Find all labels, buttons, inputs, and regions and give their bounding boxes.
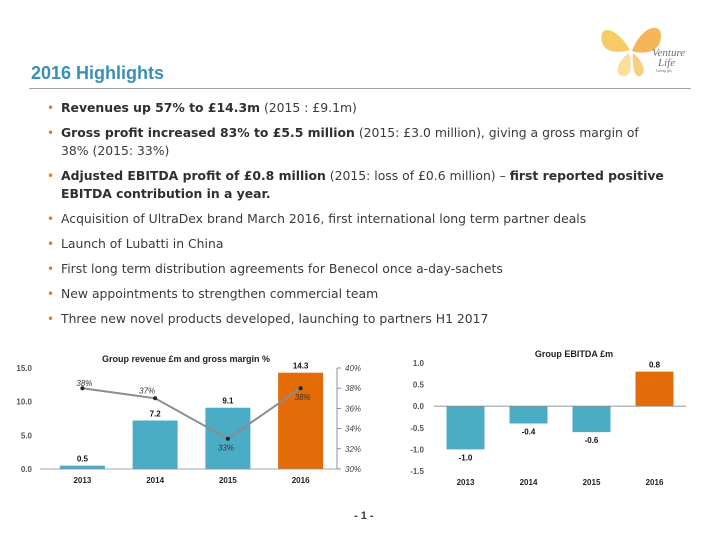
title-divider (29, 88, 691, 89)
bar-value-label: 14.3 (293, 362, 309, 371)
revenue-bar (132, 420, 178, 469)
y-tick-label: 5.0 (21, 431, 33, 440)
bar-value-label: -1.0 (459, 453, 473, 462)
margin-value-label: 33% (218, 444, 234, 453)
gross-margin-line (82, 387, 302, 440)
highlights-list: • Revenues up 57% to £14.3m (2015 : £9.1m… (47, 99, 667, 335)
bullet-dot-icon: • (47, 126, 55, 140)
page-title: 2016 Highlights (31, 63, 165, 83)
ebitda-chart: Group EBITDA £m -1.5 -1.0 -0.5 0.0 0.5 1.0 -1.0… (410, 349, 686, 487)
ebitda-bar (572, 406, 611, 433)
bar-value-label: 0.8 (649, 361, 661, 370)
y-tick-label: 0.5 (413, 381, 425, 390)
bar-value-label: -0.4 (522, 427, 536, 436)
bar-value-label: 7.2 (150, 410, 162, 419)
revenue-bar (59, 465, 105, 469)
y2-tick-label: 32% (345, 445, 361, 454)
x-tick-label: 2013 (73, 476, 91, 485)
y2-tick-label: 30% (345, 465, 361, 474)
ebitda-bar (446, 406, 485, 450)
bullet-item: • Adjusted EBITDA profit of £0.8 million … (47, 168, 664, 201)
y-tick-label: 10.0 (16, 398, 32, 407)
margin-value-label: 38% (295, 393, 311, 402)
margin-point (298, 386, 303, 391)
x-tick-label: 2016 (646, 478, 664, 487)
bullet-dot-icon: • (47, 312, 55, 326)
margin-point (153, 396, 158, 401)
margin-value-label: 38% (76, 379, 92, 388)
y-tick-label: 0.0 (413, 402, 425, 411)
margin-point (80, 386, 85, 391)
bullet-dot-icon: • (47, 212, 55, 226)
bullet-item: • Three new novel products developed, lau… (47, 311, 489, 326)
y-tick-label: 0.0 (21, 465, 33, 474)
x-tick-label: 2014 (520, 478, 538, 487)
y2-tick-label: 40% (345, 364, 361, 373)
y2-tick-label: 38% (345, 384, 361, 393)
ebitda-bar (635, 371, 674, 407)
y-tick-label: -0.5 (410, 424, 424, 433)
x-tick-label: 2016 (292, 476, 310, 485)
bar-value-label: 9.1 (222, 397, 234, 406)
bullet-item: • Revenues up 57% to £14.3m (2015 : £9.1m… (47, 100, 357, 115)
y-tick-label: -1.0 (410, 445, 424, 454)
bullet-item: • Acquisition of UltraDex brand March 201… (47, 211, 587, 226)
bullet-dot-icon: • (47, 262, 55, 276)
x-tick-label: 2015 (583, 478, 601, 487)
y-tick-label: 1.0 (413, 359, 425, 368)
company-logo-text: Venture Life Group plc (652, 47, 686, 74)
margin-point (225, 436, 230, 441)
margin-value-label: 37% (139, 386, 155, 395)
x-tick-label: 2013 (457, 478, 475, 487)
y-tick-label: -1.5 (410, 467, 424, 476)
butterfly-logo-icon (601, 27, 661, 77)
bullet-dot-icon: • (47, 287, 55, 301)
revenue-margin-chart: Group revenue £m and gross margin % 0.0 5.… (16, 354, 361, 485)
y2-tick-label: 34% (345, 425, 361, 434)
page-number: - 1 - (354, 510, 374, 522)
bullet-item: • New appointments to strengthen commerci… (47, 286, 379, 301)
x-tick-label: 2015 (219, 476, 237, 485)
x-tick-label: 2014 (146, 476, 164, 485)
bar-value-label: 0.5 (77, 455, 89, 464)
bullet-dot-icon: • (47, 237, 55, 251)
bar-value-label: -0.6 (585, 436, 599, 445)
y2-tick-label: 36% (345, 404, 361, 413)
y-tick-label: 15.0 (16, 364, 32, 373)
bullet-item: • Launch of Lubatti in China (47, 236, 224, 251)
bullet-item: • First long term distribution agreements… (47, 261, 503, 276)
chart-title: Group EBITDA £m (535, 349, 613, 359)
bullet-dot-icon: • (47, 169, 55, 183)
bullet-item: • Gross profit increased 83% to £5.5 mill… (47, 125, 639, 158)
bullet-dot-icon: • (47, 101, 55, 115)
ebitda-bar (509, 406, 548, 424)
chart-title: Group revenue £m and gross margin % (102, 354, 270, 364)
